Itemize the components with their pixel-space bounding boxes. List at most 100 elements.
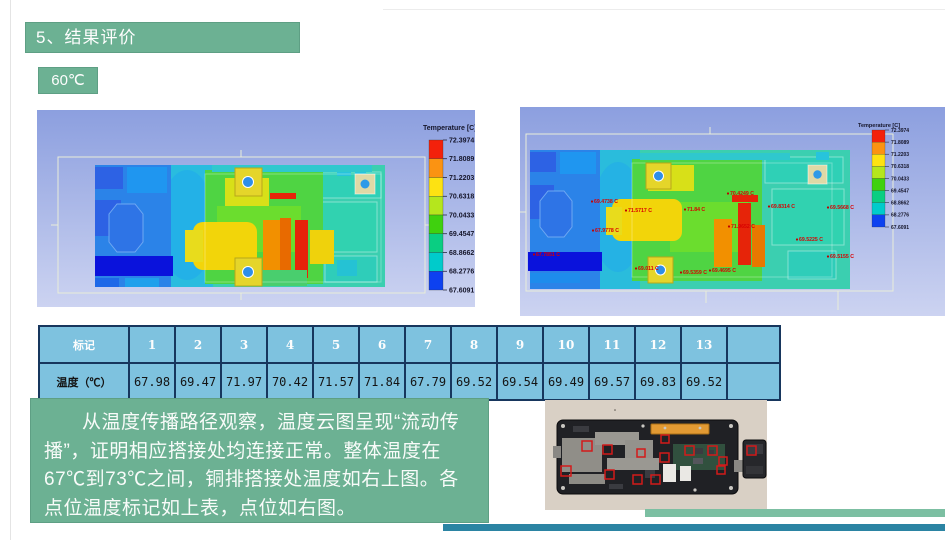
legend-value: 68.2776 bbox=[449, 269, 474, 276]
legend-title: Temperature [C] bbox=[423, 125, 475, 132]
table-header-cell: 4 bbox=[266, 325, 314, 364]
table-header-row: 标记 1 2 3 4 5 6 7 8 9 10 11 12 13 bbox=[38, 325, 781, 364]
table-header-cell: 标记 bbox=[38, 325, 130, 364]
left-margin-guide bbox=[10, 0, 11, 540]
table-header-cell: 7 bbox=[404, 325, 452, 364]
point-label: 69.5155 C bbox=[830, 254, 854, 260]
wireframe-frame bbox=[51, 150, 432, 300]
legend-value: 70.0433 bbox=[449, 213, 474, 220]
legend-value: 68.8662 bbox=[449, 250, 474, 257]
legend-colorbar bbox=[871, 129, 886, 228]
point-label: 69.5668 C bbox=[830, 205, 854, 211]
legend-value: 68.2776 bbox=[891, 213, 909, 219]
hotspot-red bbox=[738, 203, 751, 265]
annotation-box bbox=[746, 445, 757, 456]
hotspot-orange bbox=[263, 220, 280, 272]
legend-value: 71.8089 bbox=[449, 156, 474, 163]
copper-bar bbox=[650, 423, 710, 435]
table-header-cell: 11 bbox=[588, 325, 636, 364]
legend-value: 70.6318 bbox=[891, 164, 909, 170]
temperature-badge: 60℃ bbox=[38, 67, 98, 94]
point-label: 67.9778 C bbox=[595, 228, 619, 234]
table-header-cell: 3 bbox=[220, 325, 268, 364]
table-header-cell: 9 bbox=[496, 325, 544, 364]
temperature-legend: Temperature [C] 72.3974 71.8089 bbox=[858, 123, 909, 231]
hotspot-orange bbox=[714, 219, 732, 267]
table-header-cell: 13 bbox=[680, 325, 728, 364]
decor-bar-light-green bbox=[645, 509, 945, 517]
thermal-pad bbox=[680, 466, 691, 481]
table-header-cell: 10 bbox=[542, 325, 590, 364]
thermal-contour-left-image: Temperature [C] 72.3974 71.8089 bbox=[37, 110, 475, 307]
table-cell: 69.49 bbox=[542, 362, 590, 401]
table-cell: 温度（℃） bbox=[38, 362, 130, 401]
capacitor-octagon bbox=[539, 190, 573, 238]
hotspot-red bbox=[295, 220, 308, 278]
table-cell: 71.97 bbox=[220, 362, 268, 401]
table-data-row: 温度（℃） 67.98 69.47 71.97 70.42 71.57 71.8… bbox=[38, 362, 781, 401]
legend-value: 72.3974 bbox=[891, 128, 909, 134]
table-header-cell bbox=[726, 325, 781, 364]
legend-value: 71.2203 bbox=[891, 152, 909, 158]
legend-value: 67.6091 bbox=[891, 225, 909, 231]
table-cell: 67.79 bbox=[404, 362, 452, 401]
point-label: 69.8314 C bbox=[771, 204, 795, 210]
pcb-photo bbox=[545, 400, 767, 510]
legend-value: 68.8662 bbox=[891, 201, 909, 207]
table-header-cell: 12 bbox=[634, 325, 682, 364]
coldest-busbar bbox=[528, 252, 602, 271]
legend-colorbar bbox=[428, 139, 444, 291]
legend-value: 69.4547 bbox=[891, 188, 909, 194]
point-label: 71.84 C bbox=[687, 207, 705, 213]
coldest-busbar bbox=[95, 256, 173, 276]
point-label: 71.9652 C bbox=[731, 224, 755, 230]
slide-title: 5、结果评价 bbox=[25, 22, 300, 53]
small-components bbox=[573, 426, 714, 489]
screws bbox=[561, 424, 733, 492]
capacitor-octagon bbox=[108, 203, 144, 253]
point-label: 69.5225 C bbox=[799, 237, 823, 243]
table-header-cell: 8 bbox=[450, 325, 498, 364]
table-cell: 69.47 bbox=[174, 362, 222, 401]
legend-labels: 72.3974 71.8089 71.2203 70.6318 70.0433 … bbox=[449, 138, 474, 295]
thermal-contour-right-image: 69.4738 C 71.5717 C 71.84 C 70.4249 C 71… bbox=[520, 107, 945, 316]
legend-value: 67.6091 bbox=[449, 288, 474, 295]
point-label: 71.5717 C bbox=[628, 208, 652, 214]
table-cell: 69.54 bbox=[496, 362, 544, 401]
legend-value: 70.0433 bbox=[891, 176, 909, 182]
legend-ticks bbox=[885, 129, 889, 228]
legend-value: 72.3974 bbox=[449, 138, 474, 145]
table-cell: 67.98 bbox=[128, 362, 176, 401]
top-margin-guide bbox=[383, 9, 945, 10]
point-label: 69.5359 C bbox=[683, 270, 707, 276]
thermal-pad bbox=[663, 464, 676, 482]
legend-value: 69.4547 bbox=[449, 231, 474, 238]
table-cell: 69.52 bbox=[450, 362, 498, 401]
table-cell: 69.57 bbox=[588, 362, 636, 401]
legend-title: Temperature [C] bbox=[858, 123, 900, 129]
table-header-cell: 1 bbox=[128, 325, 176, 364]
table-header-cell: 2 bbox=[174, 325, 222, 364]
thermal-board-map bbox=[95, 165, 385, 287]
temperature-legend: Temperature [C] 72.3974 71.8089 bbox=[423, 125, 475, 295]
table-cell: 70.42 bbox=[266, 362, 314, 401]
mount-tab-bottom bbox=[234, 257, 263, 287]
point-label: 69.4738 C bbox=[594, 199, 618, 205]
temperature-table: 标记 1 2 3 4 5 6 7 8 9 10 11 12 13 温度（℃） 6… bbox=[38, 325, 781, 401]
point-label: 70.4249 C bbox=[730, 191, 754, 197]
table-header-cell: 6 bbox=[358, 325, 406, 364]
annotation-boxes bbox=[560, 434, 728, 485]
legend-labels: 72.3974 71.8089 71.2203 70.6318 70.0433 … bbox=[891, 128, 909, 231]
hotspot-yellow bbox=[612, 199, 682, 241]
point-temperature-labels: 69.4738 C 71.5717 C 71.84 C 70.4249 C 71… bbox=[532, 191, 854, 276]
legend-value: 71.2203 bbox=[449, 175, 474, 182]
decor-bar-teal bbox=[443, 524, 945, 531]
table-cell bbox=[726, 362, 781, 401]
conclusion-text: 从温度传播路径观察，温度云图呈现“流动传播”，证明相应搭接处均连接正常。整体温度… bbox=[30, 398, 489, 523]
table-cell: 71.84 bbox=[358, 362, 406, 401]
table-cell: 69.83 bbox=[634, 362, 682, 401]
point-label: 69.4695 C bbox=[712, 268, 736, 274]
thermal-board-map bbox=[528, 150, 850, 289]
table-cell: 69.52 bbox=[680, 362, 728, 401]
